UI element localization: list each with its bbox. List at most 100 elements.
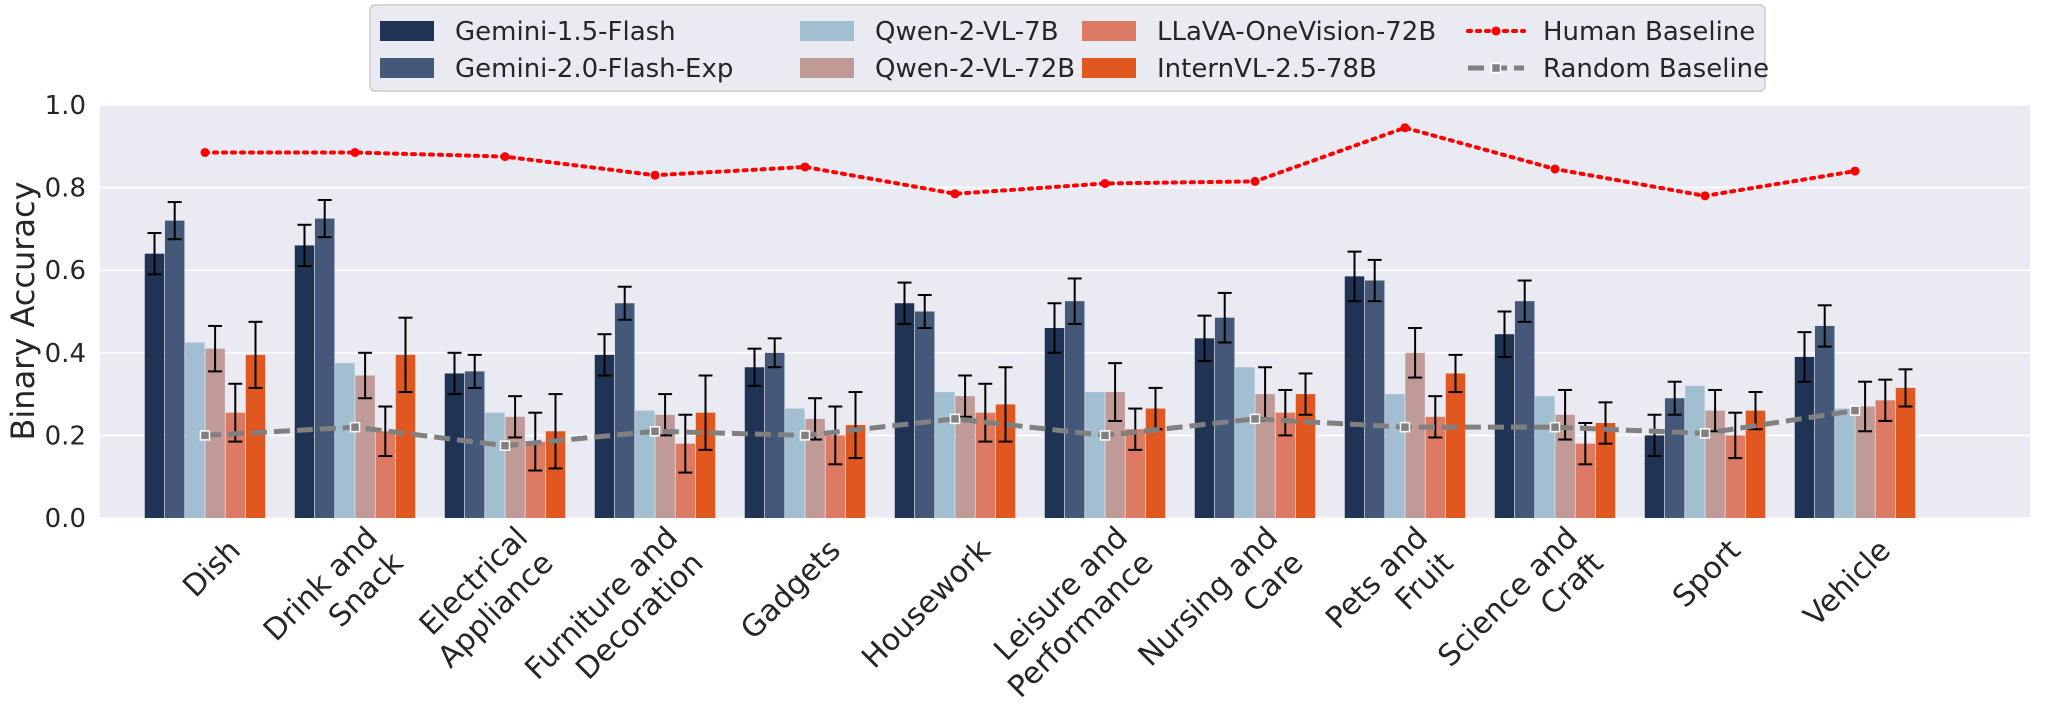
bar-qwen-2-vl-7b [1085,392,1105,518]
bar-gemini-1-5-flash [894,303,915,518]
legend-swatch [1082,21,1136,41]
bar-llava-onevision-72b [1125,429,1146,518]
human-baseline-point [1850,166,1860,176]
human-baseline-point [200,147,210,157]
bar-gemini-2-0-flash-exp [464,371,485,518]
legend: Gemini-1.5-Flash Gemini-2.0-Flash-Exp Qwen… [369,4,1769,92]
legend-swatch [800,58,854,78]
bar-gemini-1-5-flash [1794,356,1815,518]
bar-internvl-2-5-78b [695,412,716,518]
random-baseline-point [499,440,511,451]
random-baseline-point [1249,413,1261,425]
y-axis-ticks: 0.0 0.2 0.4 0.6 0.8 1.0 [45,91,86,534]
bar-llava-onevision-72b [1725,435,1746,518]
human-baseline-point [1400,123,1410,133]
bar-internvl-2-5-78b [545,431,566,518]
human-baseline-point [500,152,510,162]
bar-qwen-2-vl-7b [335,363,355,518]
legend-marker [1491,26,1501,36]
human-baseline-line [203,125,1857,198]
human-baseline-point [1700,191,1710,201]
bar-llava-onevision-72b [1575,443,1596,518]
y-tick-label: 0.2 [45,421,86,451]
random-baseline-point [649,426,661,437]
bar-internvl-2-5-78b [995,404,1016,518]
bar-qwen-2-vl-72b [1555,414,1575,518]
bar-internvl-2-5-78b [1745,410,1766,518]
y-tick-label: 0.4 [45,339,86,369]
bar-internvl-2-5-78b [845,425,866,518]
bar-llava-onevision-72b [1875,400,1896,518]
legend-label: Gemini-2.0-Flash-Exp [455,54,733,84]
bar-llava-onevision-72b [975,412,996,518]
x-tick-label: Dish [176,533,247,604]
bar-llava-onevision-72b [675,443,696,518]
bar-qwen-2-vl-7b [635,410,655,518]
random-baseline-point [1549,421,1561,433]
bar-llava-onevision-72b [825,435,846,518]
human-baseline-point [1250,176,1260,186]
legend-label: Qwen-2-VL-72B [875,54,1075,84]
bar-gemini-1-5-flash [1494,334,1515,518]
human-baseline-point [950,189,960,199]
bar-gemini-2-0-flash-exp [764,352,785,518]
bar-gemini-2-0-flash-exp [1364,280,1385,518]
x-tick-label-line: Vehicle [1797,533,1898,634]
x-tick-label-line: Sport [1666,533,1748,615]
bar-qwen-2-vl-72b [355,375,375,518]
bar-qwen-2-vl-7b [1535,396,1555,518]
bar-qwen-2-vl-72b [1255,394,1275,518]
bar-qwen-2-vl-7b [1385,394,1405,518]
bar-qwen-2-vl-7b [935,392,955,518]
legend-swatch [380,21,434,41]
y-tick-label: 0.8 [45,174,86,204]
bar-qwen-2-vl-7b [785,408,805,518]
bar-internvl-2-5-78b [245,354,266,518]
random-baseline-point [949,413,961,425]
bar-internvl-2-5-78b [1595,423,1616,518]
legend-item: Human Baseline [1466,17,1755,47]
human-baseline-point [800,162,810,172]
x-tick-label-line: Gadgets [734,533,848,647]
bar-llava-onevision-72b [1275,412,1296,518]
legend-label: InternVL-2.5-78B [1157,54,1377,84]
bar-qwen-2-vl-72b [655,414,675,518]
random-baseline-point [1399,421,1411,433]
bar-gemini-1-5-flash [1194,338,1215,518]
legend-label: Random Baseline [1543,54,1769,84]
legend-item: Gemini-1.5-Flash [380,17,676,47]
bar-gemini-2-0-flash-exp [314,218,335,518]
bar-gemini-2-0-flash-exp [914,311,935,518]
legend-item: Gemini-2.0-Flash-Exp [380,54,733,84]
bar-gemini-2-0-flash-exp [164,220,185,518]
human-baseline-point [350,147,360,157]
legend-box [369,4,1766,92]
bar-llava-onevision-72b [525,441,546,518]
bar-gemini-2-0-flash-exp [1214,317,1235,518]
y-axis-title: Binary Accuracy [4,181,42,440]
legend-item: Qwen-2-VL-72B [800,54,1075,84]
legend-item: Qwen-2-VL-7B [800,17,1059,47]
random-baseline-point [1849,405,1861,416]
random-baseline-point [199,430,211,441]
legend-swatch [800,21,854,41]
bar-gemini-2-0-flash-exp [1514,301,1535,518]
baseline-lines [199,123,1861,451]
bar-gemini-1-5-flash [1044,328,1065,518]
bar-qwen-2-vl-7b [1835,408,1855,518]
bar-gemini-1-5-flash [144,253,165,518]
y-tick-label: 1.0 [45,91,86,121]
bar-gemini-1-5-flash [744,367,765,518]
legend-swatch [380,58,434,78]
x-tick-label-line: Dish [176,533,247,604]
legend-label: LLaVA-OneVision-72B [1157,17,1436,47]
x-tick-label: Sport [1666,533,1748,615]
bar-internvl-2-5-78b [1295,394,1316,518]
bar-internvl-2-5-78b [395,354,416,518]
error-bars [147,198,1913,474]
